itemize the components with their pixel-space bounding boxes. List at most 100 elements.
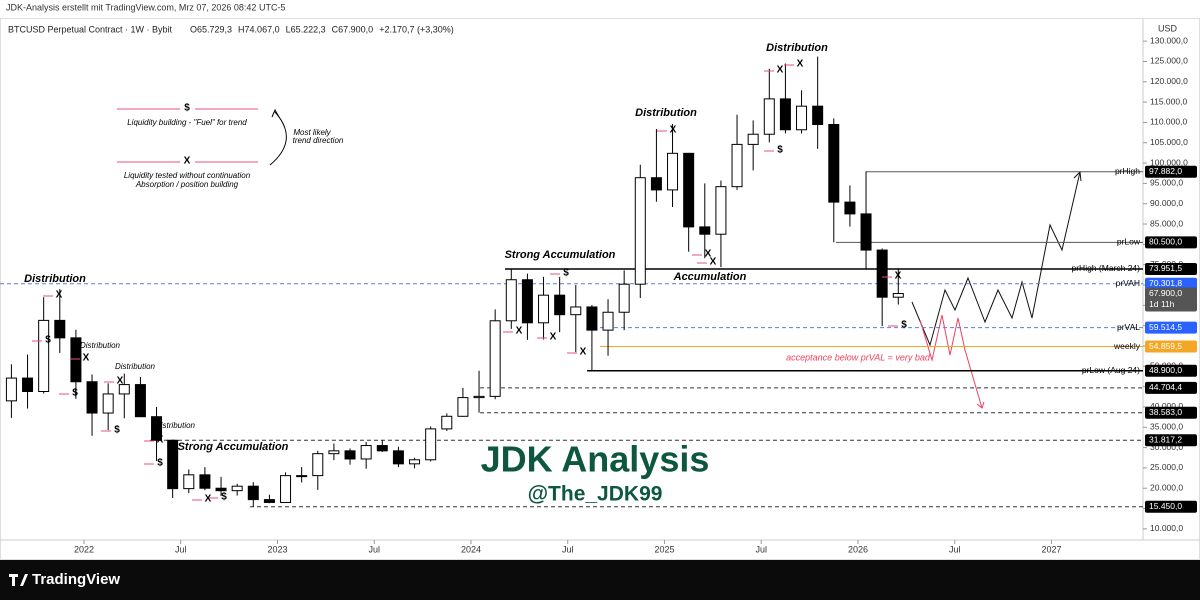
price-badge-label: 48.900,0 (1149, 365, 1182, 375)
candle-body (151, 416, 163, 441)
liquidity-mark: X (83, 353, 90, 364)
annotation: Strong Accumulation (178, 441, 289, 453)
logo (9, 574, 28, 586)
candle-body (102, 393, 114, 414)
y-tick-label: 30.000,0 (1150, 442, 1183, 452)
ohlc-value: H74.067,0 (238, 24, 280, 34)
candle-body (328, 450, 340, 455)
candle-body (489, 320, 501, 397)
candle-body (312, 453, 324, 477)
candle-body (263, 499, 275, 503)
liquidity-mark: X (184, 156, 191, 167)
candle-body (425, 428, 437, 461)
ohlc: O65.729,3 H74.067,0 L65.222,3 C67.900,0 +2.1… (190, 24, 454, 34)
candle-body (215, 487, 227, 492)
ohlc-value: +2.170,7 (+3,30%) (379, 24, 454, 34)
annotation: Strong Accumulation (505, 249, 616, 261)
candle-body (409, 459, 421, 465)
candle-body (650, 177, 662, 191)
level-name: prHigh (March 24) (1072, 263, 1141, 273)
candle-body (247, 485, 259, 501)
liquidity-mark: X (710, 257, 717, 268)
candle-body (360, 445, 372, 460)
y-tick-label: 105.000,0 (1150, 137, 1188, 147)
candle-body (554, 294, 566, 316)
legend-drawing (117, 108, 258, 163)
level-name: weekly (1113, 341, 1141, 351)
x-tick-label: 2023 (267, 544, 287, 554)
level-name: prVAH (1116, 278, 1140, 288)
candle-body (376, 445, 388, 452)
candle-body (634, 177, 646, 285)
y-tick-label: 35.000,0 (1150, 422, 1183, 432)
candle-body (779, 98, 791, 131)
candle-body (134, 384, 146, 418)
candle-body (86, 381, 98, 414)
liquidity-mark: X (797, 59, 804, 70)
candle-body (860, 213, 872, 251)
candle-body (38, 319, 50, 392)
candle-body (441, 415, 453, 430)
price-badge (1145, 381, 1197, 394)
projection-bull (911, 171, 1081, 347)
y-tick-label: 115.000,0 (1150, 96, 1187, 106)
legend-arrow (269, 111, 287, 166)
liquidity-mark: X (777, 65, 784, 76)
candle-body (731, 143, 743, 188)
caption: JDK-Analysis erstellt mit TradingView.co… (6, 2, 285, 12)
price-badge (1145, 340, 1197, 353)
price-badge-label: 59.514,5 (1149, 322, 1182, 332)
liquidity-mark: $ (221, 492, 227, 503)
brand: TradingView (32, 571, 120, 588)
candle-body (667, 152, 679, 191)
price-badge (1145, 287, 1197, 312)
candle-body (892, 293, 904, 298)
annotation: Distribution (115, 362, 156, 371)
candle-body (473, 395, 485, 399)
candle-body (344, 450, 356, 460)
liquidity-mark: $ (563, 268, 569, 279)
annotation: Distribution (80, 341, 121, 350)
liquidity-mark: $ (184, 103, 190, 114)
candle-body (118, 384, 130, 395)
candle-body (570, 306, 582, 316)
candle-body (54, 319, 66, 339)
annotation: Distribution (24, 273, 86, 285)
price-badge-label: 44.704,4 (1149, 382, 1182, 392)
x-tick-label: 2026 (848, 544, 868, 554)
plot: 10.000,015.000,020.000,025.000,030.000,0… (0, 35, 1197, 554)
price-badge (1145, 262, 1197, 275)
y-tick-label: 95.000,0 (1150, 178, 1183, 188)
annotation: Distribution (155, 421, 196, 430)
price-badge (1145, 277, 1197, 290)
price-badge (1145, 500, 1197, 513)
candle-body (618, 283, 630, 313)
price-badge-label: 67.900,0 (1149, 288, 1182, 298)
price-badge (1145, 406, 1197, 419)
annotation: trend direction (293, 136, 344, 145)
projection-bear (919, 314, 983, 409)
legend-arrowhead (271, 108, 280, 118)
candle-body (5, 377, 17, 402)
level-name: prVAL (1117, 322, 1140, 332)
y-tick-label: 110.000,0 (1150, 117, 1187, 127)
candle-body (796, 105, 808, 131)
y-tick-label: 90.000,0 (1150, 198, 1183, 208)
liquidity-mark: X (157, 435, 164, 446)
candle-body (70, 337, 82, 383)
level-name: prLow (1117, 237, 1141, 247)
price-badge (1145, 236, 1197, 249)
level-name: prHigh (1115, 166, 1140, 176)
liquidity-mark: X (56, 290, 63, 301)
candle-body (392, 450, 404, 465)
candle-body (231, 485, 243, 492)
candle-body (747, 133, 759, 145)
candle-body (199, 474, 211, 489)
liquidity-mark: X (670, 125, 677, 136)
price-badge (1145, 434, 1197, 447)
candle-body (167, 439, 179, 490)
x-tick-label: 2025 (654, 544, 674, 554)
candle-body (828, 123, 840, 203)
